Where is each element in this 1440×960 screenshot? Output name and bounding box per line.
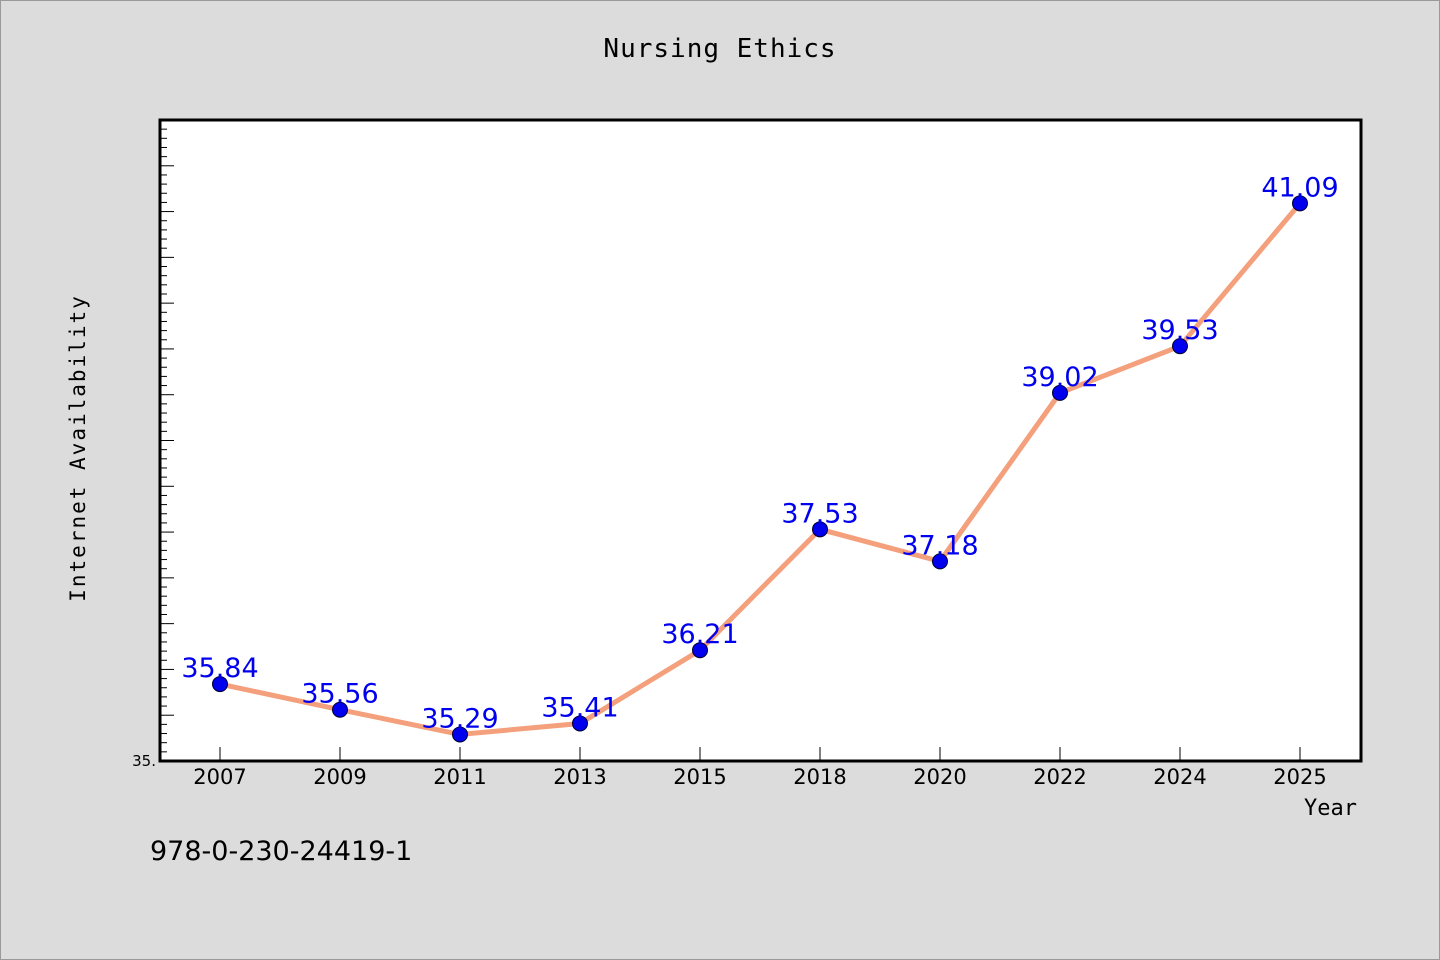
x-tick-label: 2025 <box>1273 765 1326 789</box>
data-point <box>1172 338 1188 355</box>
x-tick-label: 2020 <box>913 765 966 789</box>
y-axis-label: Internet Availability <box>66 294 90 602</box>
data-point <box>1292 195 1308 212</box>
x-axis-ticks: 2007 2009 2011 2013 2015 2018 2020 2022 2024 2025 <box>193 747 1327 789</box>
isbn-footnote: 978-0-230-24419-1 <box>150 836 413 867</box>
x-tick-label: 2015 <box>673 765 726 789</box>
data-point <box>1052 384 1068 401</box>
y-axis-ticks: 35. <box>132 119 174 770</box>
data-label: 36.21 <box>661 619 738 650</box>
data-label: 35.84 <box>181 653 258 684</box>
x-tick-label: 2018 <box>793 765 846 789</box>
x-axis-label: Year <box>1304 796 1357 821</box>
data-label: 39.53 <box>1141 315 1218 346</box>
data-point <box>932 553 948 570</box>
data-label: 41.09 <box>1261 172 1338 203</box>
x-tick-label: 2007 <box>193 765 246 789</box>
x-tick-label: 2024 <box>1153 765 1206 789</box>
data-label: 35.41 <box>541 692 618 723</box>
data-point <box>452 726 468 743</box>
x-tick-label: 2013 <box>553 765 606 789</box>
data-markers <box>212 195 1308 743</box>
series-line-group <box>217 200 1303 737</box>
data-label: 35.29 <box>421 703 498 734</box>
x-tick-label: 2011 <box>433 765 486 789</box>
data-point <box>332 701 348 718</box>
data-label: 37.53 <box>781 498 858 529</box>
data-labels: 35.84 35.56 35.29 35.41 36.21 37.53 37.18 39.02… <box>181 172 1338 734</box>
plot-area <box>158 118 1363 763</box>
data-label: 39.02 <box>1021 362 1098 393</box>
x-tick-label: 2022 <box>1033 765 1086 789</box>
data-point <box>692 642 708 659</box>
x-tick-label: 2009 <box>313 765 366 789</box>
data-label: 37.18 <box>901 530 978 561</box>
data-point <box>212 676 228 693</box>
series-line <box>217 200 1303 737</box>
data-point <box>812 521 828 538</box>
data-label: 35.56 <box>301 679 378 710</box>
data-point <box>572 715 588 732</box>
chart-title: Nursing Ethics <box>603 34 837 64</box>
y-tick-label: 35. <box>132 752 156 770</box>
